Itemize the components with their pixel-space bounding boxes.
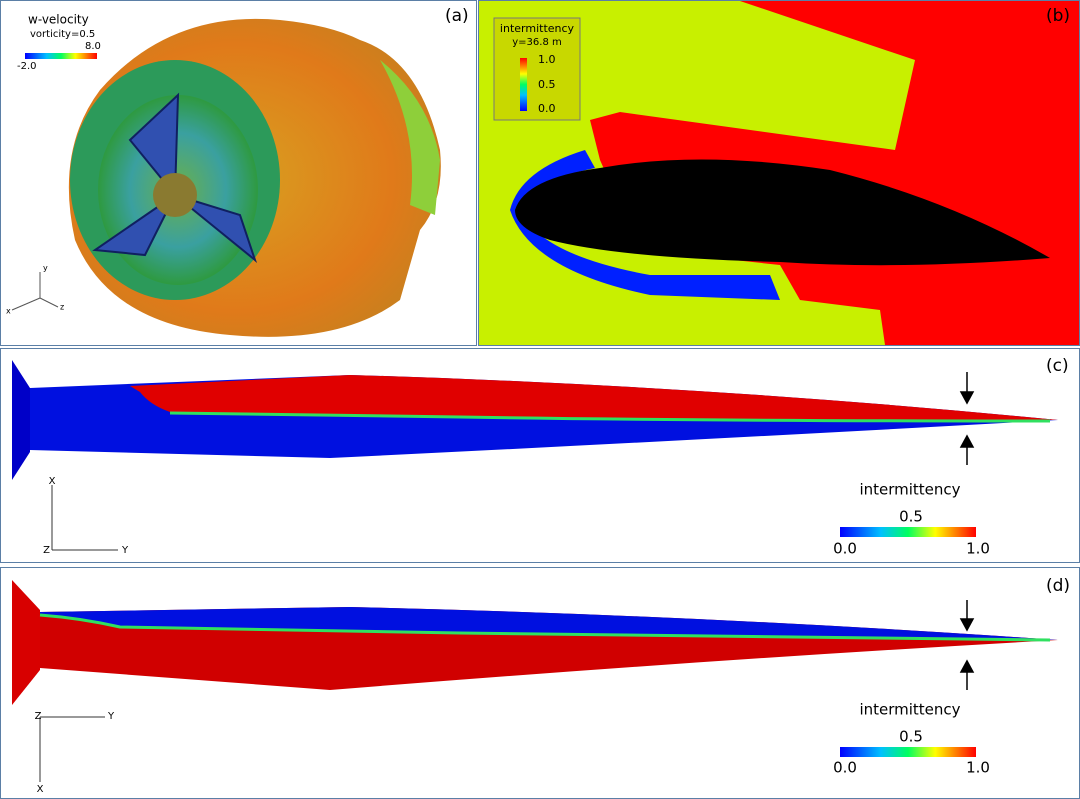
- arrows: [959, 372, 975, 465]
- axis-label: X: [49, 476, 56, 487]
- transition-line: [169, 411, 1051, 423]
- colorbar-tick: 0.0: [538, 102, 556, 115]
- colorbar: [840, 747, 976, 757]
- legend-title: intermittency: [500, 22, 575, 35]
- axis-label: y: [43, 264, 48, 273]
- nacelle-edge: [380, 60, 440, 215]
- colorbar-tick: 1.0: [966, 759, 990, 777]
- legend-subtitle: y=36.8 m: [512, 37, 561, 48]
- blade-root: [12, 360, 30, 480]
- panel-a: w-velocity vorticity=0.5 8.0 -2.0 y z x …: [0, 0, 477, 346]
- axis-label: x: [6, 307, 11, 316]
- arrows: [959, 600, 975, 690]
- panel-c: intermittency 0.0 0.5 1.0 X Y Z (c): [0, 348, 1080, 563]
- axis-label: Y: [107, 711, 115, 722]
- axis-label: Z: [43, 545, 50, 556]
- panel-label: (a): [445, 6, 469, 26]
- blade-root: [12, 580, 40, 705]
- hub: [153, 173, 197, 217]
- axis-triad: [11, 272, 59, 311]
- axis-label: Z: [35, 711, 42, 722]
- colorbar-min: -2.0: [17, 61, 37, 72]
- colorbar-tick: 0.0: [833, 759, 857, 777]
- laminar-layer: [510, 150, 780, 300]
- laminar-region: [40, 607, 1058, 640]
- colorbar-tick: 0.5: [899, 508, 923, 526]
- legend-title: intermittency: [859, 701, 960, 719]
- legend-subtitle: vorticity=0.5: [30, 29, 95, 40]
- legend-title: intermittency: [859, 481, 960, 499]
- colorbar-tick: 0.5: [899, 728, 923, 746]
- panel-label: (b): [1046, 6, 1070, 26]
- axis-label: z: [60, 303, 64, 312]
- turbulent-region: [130, 375, 1058, 420]
- colorbar: [840, 527, 976, 537]
- panel-b: intermittency y=36.8 m 1.0 0.5 0.0 (b): [478, 0, 1080, 346]
- legend-box: [493, 17, 581, 121]
- airfoil: [515, 159, 1050, 266]
- axis-label: Y: [121, 545, 129, 556]
- axis-triad: [39, 716, 105, 782]
- axis-label: X: [37, 784, 44, 795]
- panel-d: intermittency 0.0 0.5 1.0 Z Y X (d): [0, 567, 1080, 799]
- colorbar-max: 8.0: [85, 41, 101, 52]
- panel-label: (d): [1046, 576, 1070, 596]
- axis-triad: [51, 485, 118, 551]
- legend-title: w-velocity: [28, 13, 89, 27]
- colorbar: [25, 53, 97, 59]
- colorbar-tick: 1.0: [966, 540, 990, 558]
- colorbar-tick: 1.0: [538, 53, 556, 66]
- transition-line: [39, 613, 1051, 642]
- panel-border: [0, 567, 1080, 799]
- colorbar-tick: 0.0: [833, 540, 857, 558]
- colorbar: [520, 58, 527, 111]
- colorbar-tick: 0.5: [538, 78, 556, 91]
- panel-label: (c): [1046, 356, 1069, 376]
